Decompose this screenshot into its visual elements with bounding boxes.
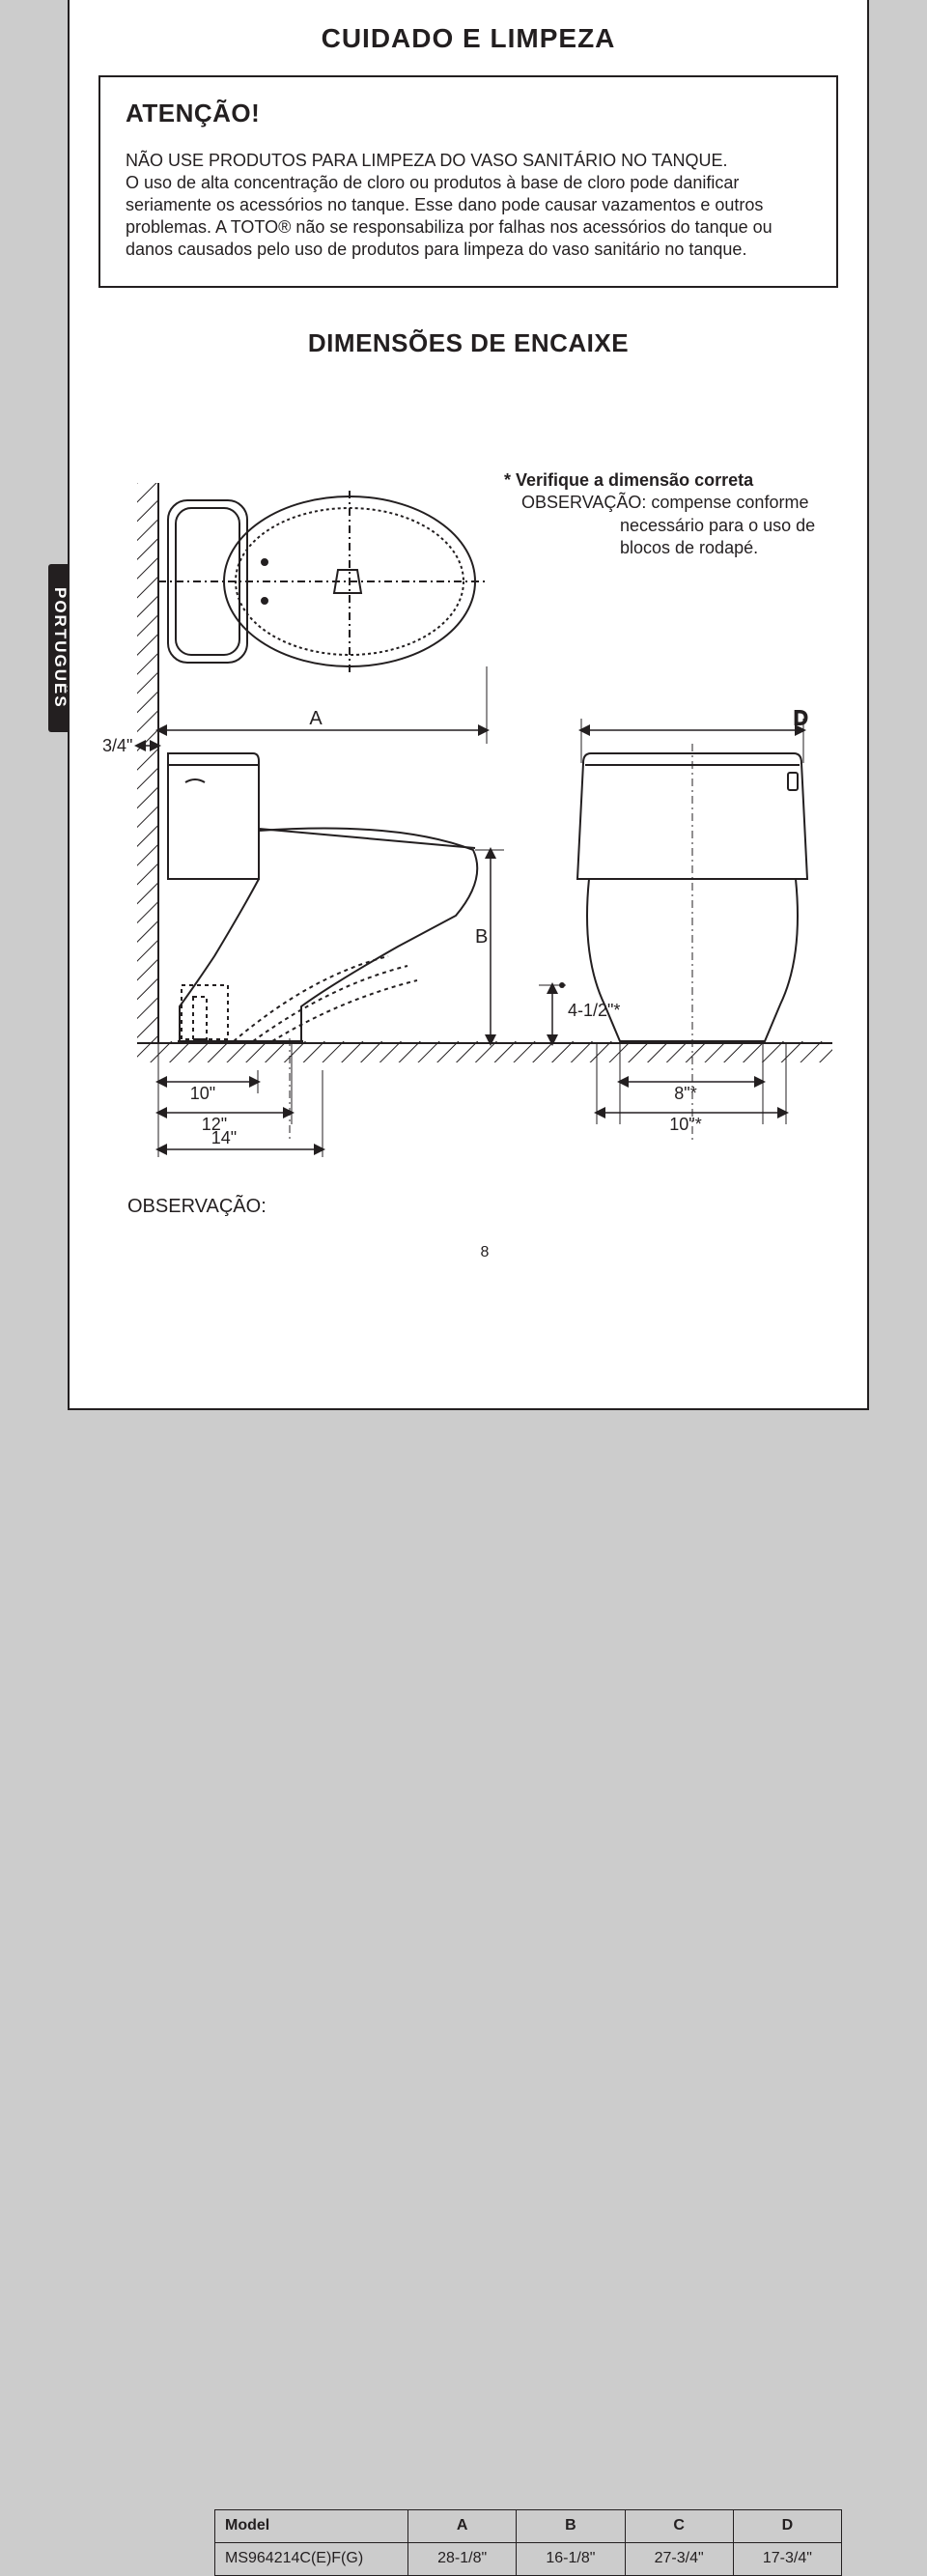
caution-line1: NÃO USE PRODUTOS PARA LIMPEZA DO VASO SA… — [126, 151, 727, 170]
dim-a: A — [309, 708, 323, 729]
front-view: D — [577, 708, 807, 1140]
td-a: 28-1/8" — [408, 2542, 517, 2575]
th-b: B — [517, 2510, 625, 2543]
section-title-care: CUIDADO E LIMPEZA — [70, 0, 867, 54]
diagram: 3/4" A — [98, 464, 842, 1159]
table-header-row: Model A B C D — [215, 2510, 842, 2543]
caution-body: NÃO USE PRODUTOS PARA LIMPEZA DO VASO SA… — [126, 150, 811, 261]
td-b: 16-1/8" — [517, 2542, 625, 2575]
section-title-dimensions: DIMENSÕES DE ENCAIXE — [70, 328, 867, 358]
dim-b: B — [475, 926, 488, 948]
caution-title: ATENÇÃO! — [126, 99, 811, 128]
dim-8star: 8"* — [674, 1084, 696, 1103]
dim-d: D — [794, 708, 807, 729]
th-a: A — [408, 2510, 517, 2543]
page-frame: CUIDADO E LIMPEZA ATENÇÃO! NÃO USE PRODU… — [68, 0, 869, 1410]
dim-14: 14" — [211, 1128, 237, 1147]
model-table: Model A B C D MS964214C(E)F(G) 28-1/8" 1… — [214, 2509, 842, 2576]
observation-title: OBSERVAÇÃO: — [127, 1194, 842, 1219]
dim-4-half: 4-1/2"* — [568, 1001, 620, 1020]
top-view — [158, 491, 485, 672]
dim-10: 10" — [190, 1084, 215, 1103]
th-c: C — [625, 2510, 733, 2543]
caution-box: ATENÇÃO! NÃO USE PRODUTOS PARA LIMPEZA D… — [98, 75, 838, 288]
dim-10star: 10"* — [669, 1115, 701, 1134]
td-c: 27-3/4" — [625, 2542, 733, 2575]
dim-three-quarter: 3/4" — [102, 736, 132, 755]
caution-text: O uso de alta concentração de cloro ou p… — [126, 173, 772, 259]
observation-block: OBSERVAÇÃO: Model A B C D MS964214C(E)F(… — [127, 1194, 842, 1234]
th-model: Model — [215, 2510, 408, 2543]
th-d: D — [733, 2510, 841, 2543]
td-model: MS964214C(E)F(G) — [215, 2542, 408, 2575]
td-d: 17-3/4" — [733, 2542, 841, 2575]
page-number: 8 — [127, 1243, 842, 1263]
table-row: MS964214C(E)F(G) 28-1/8" 16-1/8" 27-3/4"… — [215, 2542, 842, 2575]
